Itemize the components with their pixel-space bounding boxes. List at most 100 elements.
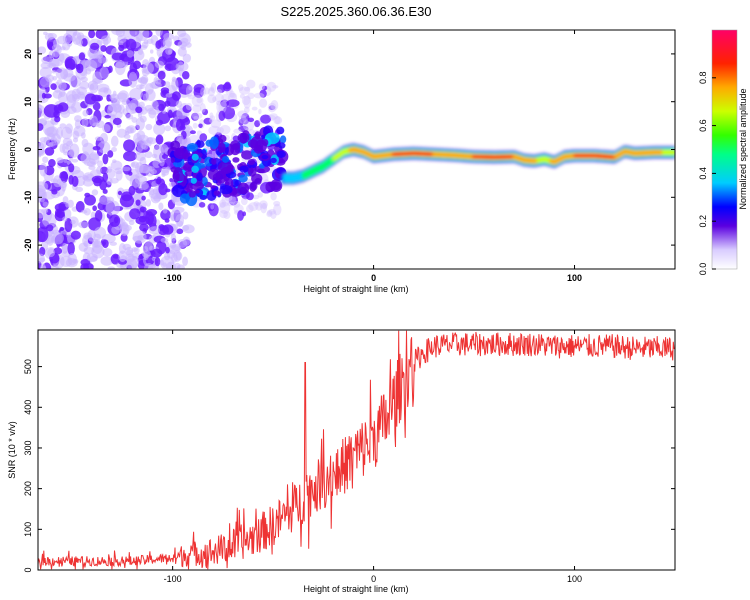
spectrogram-blob <box>66 90 78 103</box>
colorbar-ticks: 0.0 0.2 0.4 0.6 0.8 <box>698 72 716 276</box>
spectrogram-blob <box>102 247 113 257</box>
spectrogram-blob <box>109 214 121 228</box>
colorbar-tick-label: 0.4 <box>698 167 708 180</box>
spectrogram-blob <box>160 209 171 221</box>
spectrogram-blob <box>68 163 75 173</box>
colorbar-tick-label: 0.0 <box>698 263 708 276</box>
spectrogram-blob <box>81 38 88 47</box>
spectrogram-blob <box>264 132 280 145</box>
snr-xtick-label: 100 <box>567 574 582 584</box>
spectrogram-blob <box>87 47 99 59</box>
spectrogram-blob <box>91 189 99 196</box>
spectrogram-blob <box>76 32 85 41</box>
spectrogram-blob <box>86 161 96 167</box>
spectrogram-blob <box>69 75 81 88</box>
spectrogram-blob <box>144 151 153 159</box>
spectrogram-blob <box>182 224 190 231</box>
spectrogram-blob <box>171 78 179 91</box>
spectrogram-blob <box>44 147 55 156</box>
spectrogram-blob <box>148 226 160 235</box>
colorbar: 0.0 0.2 0.4 0.6 0.8 Normalized spectral ampl… <box>698 29 748 276</box>
spectrogram-blob <box>135 30 150 42</box>
spectrogram-blob <box>70 230 81 240</box>
snr-ticks: -100 0 100 0 100 200 300 400 500 <box>23 330 675 584</box>
spectrogram-blob <box>98 195 111 205</box>
spectrogram-blob <box>220 101 227 108</box>
spectrogram-blob <box>164 251 171 261</box>
spectrogram-blob <box>193 116 199 121</box>
spectrogram-blob <box>66 106 77 115</box>
spectrogram-blob <box>170 140 181 151</box>
spectrogram-blob <box>217 161 234 174</box>
spectrogram-blob <box>106 177 113 185</box>
spectrogram-blob <box>256 168 265 174</box>
spectrogram-blob <box>84 93 97 105</box>
spectrogram-blob <box>182 53 192 63</box>
spectrogram-blob <box>268 208 276 215</box>
spectrogram-blob <box>266 209 273 216</box>
spectrogram-blob <box>276 150 286 158</box>
spectrogram-blob <box>172 170 180 183</box>
snr-line <box>38 330 675 570</box>
spectrogram-blob <box>218 134 227 143</box>
spectrogram-blob <box>59 226 65 232</box>
spectrogram-blob <box>207 169 221 181</box>
spectrogram-blob <box>71 175 79 187</box>
spectrogram-blob <box>243 106 250 114</box>
spectrogram-blob <box>76 63 84 74</box>
spectrogram-blob <box>202 108 209 116</box>
snr-ytick-label: 300 <box>23 440 33 455</box>
spectrogram-blob <box>175 100 183 108</box>
spectrogram-blob <box>48 142 56 147</box>
spectrogram-blob <box>154 257 161 267</box>
spectrogram-blob <box>137 48 144 56</box>
spectrogram-blob <box>41 56 53 65</box>
spectrogram-blob <box>102 239 109 248</box>
spectrogram-blob <box>221 156 230 163</box>
spectrogram-blob <box>145 198 152 207</box>
spectrogram-blob <box>131 117 138 123</box>
spectrogram-blob <box>223 211 231 220</box>
spectrogram-blob <box>220 99 230 108</box>
spectrogram-blob <box>122 108 128 116</box>
spectrogram-blob <box>253 92 265 99</box>
spectrogram-blob <box>212 96 217 103</box>
spectrogram-blob <box>135 199 141 206</box>
spectrogram-blob <box>203 87 210 95</box>
snr-xtick-label: 0 <box>371 574 376 584</box>
spectrogram-blob <box>79 39 84 45</box>
spectrogram-blob <box>136 164 151 174</box>
spectrogram-blob <box>48 159 56 168</box>
spectrogram-blob <box>226 99 240 108</box>
spectrogram-blob <box>167 109 173 119</box>
spectrogram-blob <box>229 90 235 98</box>
spectrogram-blob <box>124 255 139 269</box>
spectrogram-blob <box>67 252 77 266</box>
spectrogram-blob <box>68 148 75 158</box>
spectrogram-blob <box>185 84 194 97</box>
spectrogram-blob <box>207 87 215 97</box>
spectrogram-blob <box>177 30 187 37</box>
spectrogram-blob <box>273 200 281 207</box>
spectrogram-blob <box>219 199 227 208</box>
spectrogram-blob <box>246 204 254 213</box>
spectrogram-blob <box>213 190 221 196</box>
spectrogram-blob <box>199 133 208 142</box>
spectrogram-blob <box>161 154 169 159</box>
spectrogram-blob <box>65 58 76 71</box>
spectrogram-blob <box>122 228 129 236</box>
spectrogram-ylabel: Frequency (Hz) <box>7 118 17 180</box>
spectrogram-blob <box>217 142 226 154</box>
spectrogram-blob <box>246 192 254 201</box>
spectrogram-blob <box>90 42 100 51</box>
spectrogram-blob <box>89 82 99 94</box>
spectrogram-blob <box>59 123 67 129</box>
spectrogram-blob <box>219 124 231 135</box>
spectrogram-blob <box>198 123 203 129</box>
spectrogram-blob <box>63 159 68 163</box>
spectrogram-blob <box>42 156 49 163</box>
spectrogram-blob <box>42 120 55 136</box>
spectrogram-blob <box>155 30 163 37</box>
spectrogram-blob <box>224 81 231 90</box>
spectrogram-blob <box>78 52 86 61</box>
